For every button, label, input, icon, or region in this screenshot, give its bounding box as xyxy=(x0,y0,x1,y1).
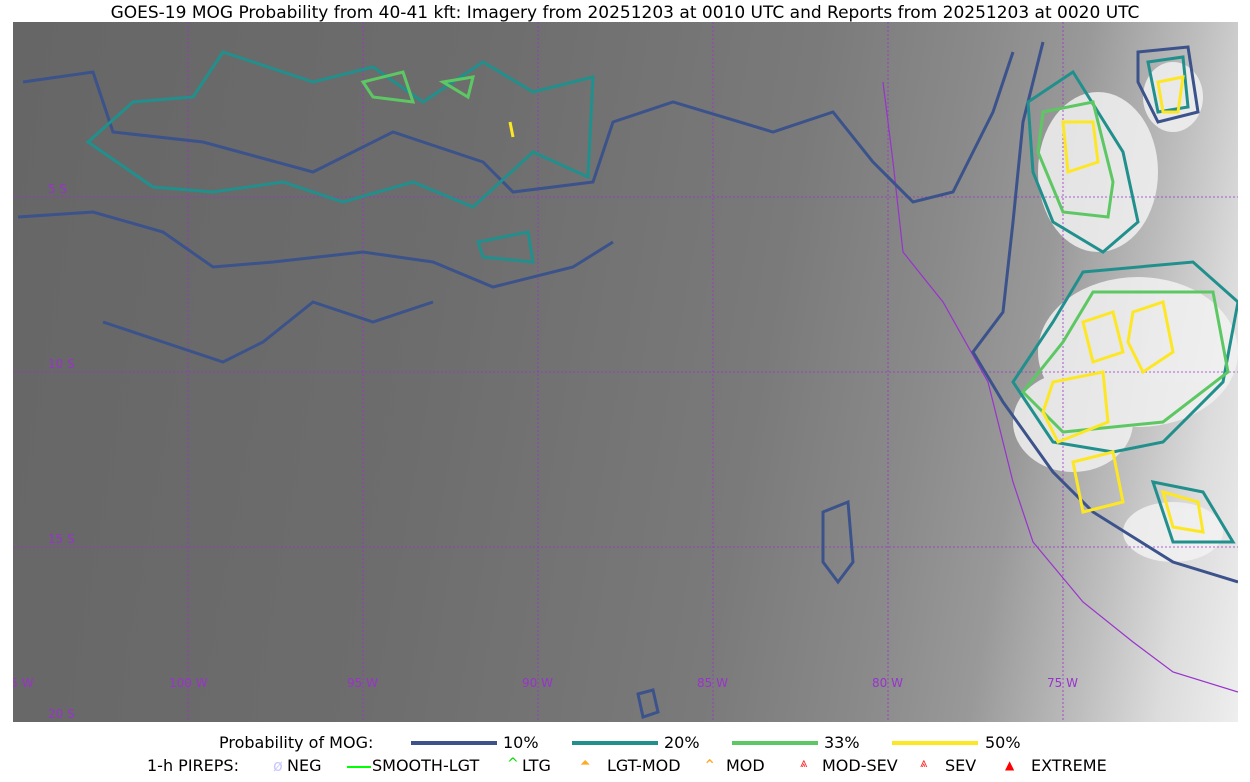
pirep-label-lgt-mod: LGT-MOD xyxy=(607,756,681,775)
double-caret-icon: ⩓ xyxy=(920,756,928,771)
pirep-label-smooth-lgt: SMOOTH-LGT xyxy=(372,756,480,775)
pirep-label-sev: SEV xyxy=(945,756,977,775)
legend-swatch-20 xyxy=(572,741,658,745)
legend-label-20: 20% xyxy=(664,733,700,752)
legend-label-10: 10% xyxy=(503,733,539,752)
lon-label: 85 W xyxy=(697,676,728,690)
caret-bar-icon: ⌃ xyxy=(703,756,717,775)
graticule xyxy=(13,22,1238,722)
pirep-label-neg: NEG xyxy=(287,756,322,775)
lon-label: 100 W xyxy=(169,676,208,690)
line-icon xyxy=(347,766,371,768)
pirep-label-ltg: LTG xyxy=(522,756,551,775)
pirep-label-mod-sev: MOD-SEV xyxy=(822,756,898,775)
cloud-tops xyxy=(1013,62,1238,562)
contour-20pct xyxy=(85,50,1238,544)
lon-label: 75 W xyxy=(1047,676,1078,690)
caret-icon: ^ xyxy=(507,756,519,772)
satellite-map: 5 S 10 S 15 S 20 S 105 W 100 W 95 W 90 W… xyxy=(13,22,1238,722)
lat-label: 5 S xyxy=(48,182,68,196)
legend-swatch-50 xyxy=(892,741,978,745)
contour-33pct xyxy=(360,70,1230,434)
coastline xyxy=(882,81,1238,693)
legend-label-33: 33% xyxy=(824,733,860,752)
legend-label-50: 50% xyxy=(985,733,1021,752)
pirep-label-mod: MOD xyxy=(726,756,765,775)
legend-swatch-10 xyxy=(411,741,497,745)
lon-label: 80 W xyxy=(872,676,903,690)
double-caret-icon: ⩓ xyxy=(800,756,808,771)
lon-label: 90 W xyxy=(522,676,553,690)
lat-label: 15 S xyxy=(48,532,75,546)
pirep-label-extreme: EXTREME xyxy=(1031,756,1107,775)
lon-label: 95 W xyxy=(347,676,378,690)
pirep-legend-title: 1-h PIREPS: xyxy=(147,756,239,775)
slashed-circle-icon: ø xyxy=(273,756,283,775)
contour-10pct xyxy=(17,41,1238,719)
filled-triangle-icon: ▲ xyxy=(1005,758,1015,772)
lat-label: 10 S xyxy=(48,357,75,371)
legend-swatch-33 xyxy=(732,741,818,745)
contour-50pct xyxy=(508,75,1205,534)
map-overlay xyxy=(13,22,1238,722)
lat-label: 20 S xyxy=(48,707,75,721)
hat-icon: ⏶ xyxy=(580,756,591,771)
map-title: GOES-19 MOG Probability from 40-41 kft: … xyxy=(110,3,1140,23)
lon-label: 105 W xyxy=(13,676,34,690)
probability-legend-title: Probability of MOG: xyxy=(219,733,374,752)
